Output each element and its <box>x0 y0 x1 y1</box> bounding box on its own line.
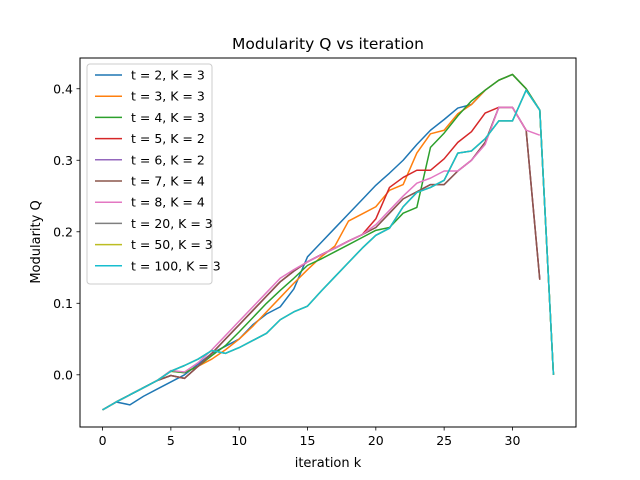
legend-label-2: t = 4, K = 3 <box>131 110 205 125</box>
chart-title: Modularity Q vs iteration <box>232 35 424 53</box>
x-tick-label-0: 0 <box>99 433 107 448</box>
plot-frame <box>79 57 577 428</box>
x-axis: 0 5 10 15 20 25 30 <box>99 427 521 448</box>
legend-label-7: t = 20, K = 3 <box>131 216 213 231</box>
series-line-6 <box>102 106 541 411</box>
y-tick-label-0: 0.0 <box>53 367 73 382</box>
x-tick-label-5: 25 <box>436 433 452 448</box>
y-tick-label-1: 0.1 <box>53 296 73 311</box>
x-tick-label-1: 5 <box>167 433 175 448</box>
legend-label-0: t = 2, K = 3 <box>131 68 205 83</box>
x-tick-label-3: 15 <box>300 433 316 448</box>
y-tick-label-2: 0.2 <box>53 224 73 239</box>
legend-box <box>86 63 213 285</box>
x-axis-label: iteration k <box>295 456 362 471</box>
y-axis: 0.0 0.1 0.2 0.3 0.4 <box>53 81 80 382</box>
y-tick-label-4: 0.4 <box>53 81 73 96</box>
x-tick-label-4: 20 <box>368 433 384 448</box>
legend-label-4: t = 6, K = 2 <box>131 152 205 167</box>
y-tick-label-3: 0.3 <box>53 153 73 168</box>
legend-label-6: t = 8, K = 4 <box>131 195 205 210</box>
series-group <box>102 73 555 411</box>
legend-label-9: t = 100, K = 3 <box>131 258 221 273</box>
legend-label-3: t = 5, K = 2 <box>131 131 205 146</box>
legend-label-8: t = 50, K = 3 <box>131 237 213 252</box>
x-tick-label-2: 10 <box>231 433 247 448</box>
x-tick-label-6: 30 <box>505 433 521 448</box>
legend-label-1: t = 3, K = 3 <box>131 89 205 104</box>
legend: t = 2, K = 3 t = 3, K = 3 t = 4, K = 3 t = … <box>86 63 221 285</box>
legend-label-5: t = 7, K = 4 <box>131 174 205 189</box>
series-line-9 <box>102 89 555 411</box>
y-axis-label: Modularity Q <box>29 200 44 283</box>
